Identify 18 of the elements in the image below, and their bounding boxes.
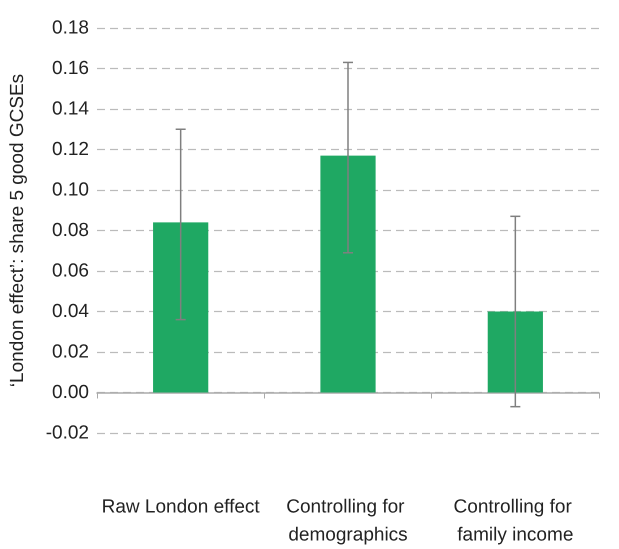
- y-tick-label: 0.06: [52, 260, 89, 282]
- bar: [320, 156, 376, 392]
- bar: [488, 312, 543, 392]
- y-tick-label: 0.12: [52, 139, 89, 160]
- x-tick-label: Raw London effect: [102, 496, 260, 518]
- y-axis-title: ‘London effect’: share 5 good GCSEs: [7, 74, 28, 388]
- y-tick-label: 0.14: [52, 98, 90, 120]
- x-tick-label: Controlling for family income: [454, 496, 578, 546]
- y-tick-label: 0.18: [52, 18, 89, 38]
- bar: [153, 222, 208, 392]
- y-tick-label: 0.02: [52, 342, 89, 362]
- y-tick-label: 0.04: [52, 301, 90, 322]
- y-tick-label: 0.00: [52, 382, 89, 403]
- y-tick-label: 0.10: [52, 180, 89, 200]
- y-tick-label: 0.16: [52, 58, 89, 79]
- y-tick-label: 0.08: [52, 220, 89, 241]
- x-tick-label: Controlling for demographics: [286, 496, 410, 546]
- y-tick-label: -0.02: [46, 422, 89, 444]
